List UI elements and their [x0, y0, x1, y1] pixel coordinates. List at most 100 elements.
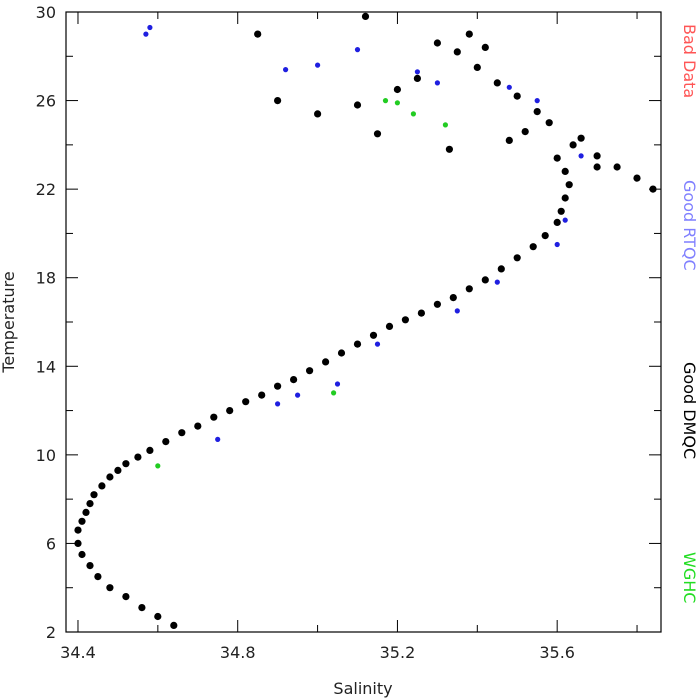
data-point-good-dmqc — [385, 322, 394, 330]
data-point-good-rtqc — [506, 84, 512, 90]
data-point-good-dmqc — [98, 482, 106, 490]
data-point-good-dmqc — [529, 243, 537, 251]
data-point-good-dmqc — [473, 63, 481, 71]
data-point-good-dmqc — [90, 491, 98, 499]
data-point-good-dmqc — [613, 163, 621, 171]
data-point-good-dmqc — [353, 340, 362, 348]
data-point-good-dmqc — [449, 294, 457, 302]
data-point-good-dmqc — [106, 473, 114, 481]
legend-good-dmqc: Good DMQC — [680, 362, 699, 459]
data-point-good-dmqc — [94, 573, 102, 581]
y-tick-label: 26 — [36, 92, 56, 111]
data-point-good-dmqc — [433, 300, 441, 308]
data-point-good-dmqc — [401, 316, 409, 324]
x-tick-label: 34.8 — [220, 643, 256, 662]
data-points — [74, 12, 657, 630]
y-axis-title: Temperature — [0, 271, 18, 373]
y-tick-label: 6 — [46, 534, 56, 553]
data-point-good-dmqc — [194, 422, 202, 430]
data-point-good-rtqc — [283, 67, 289, 73]
data-point-good-dmqc — [505, 136, 513, 144]
data-point-good-dmqc — [254, 30, 262, 38]
data-point-good-dmqc — [577, 134, 585, 142]
data-point-good-dmqc — [541, 232, 549, 240]
x-tick-label: 35.6 — [539, 643, 575, 662]
data-point-good-rtqc — [578, 153, 584, 159]
data-point-wghc — [155, 463, 161, 469]
data-point-good-dmqc — [569, 141, 577, 149]
data-point-good-dmqc — [258, 391, 266, 399]
data-point-good-dmqc — [314, 110, 322, 118]
data-point-good-dmqc — [106, 584, 114, 592]
data-point-good-dmqc — [493, 79, 501, 87]
data-point-good-dmqc — [210, 413, 218, 421]
data-point-good-rtqc — [414, 69, 420, 75]
data-point-good-dmqc — [361, 12, 370, 20]
data-point-good-dmqc — [465, 285, 473, 293]
x-axis-title: Salinity — [333, 679, 392, 698]
data-point-good-dmqc — [78, 517, 86, 525]
data-point-good-rtqc — [147, 24, 153, 31]
data-point-good-dmqc — [553, 154, 561, 162]
data-point-good-dmqc — [86, 500, 94, 508]
data-point-good-dmqc — [82, 508, 90, 516]
data-point-good-rtqc — [562, 217, 568, 223]
data-point-good-dmqc — [162, 438, 170, 446]
data-point-good-dmqc — [393, 85, 401, 94]
legend-bad-data: Bad Data — [680, 24, 699, 98]
data-point-good-dmqc — [306, 367, 314, 375]
data-point-good-rtqc — [354, 47, 361, 53]
data-point-good-rtqc — [275, 401, 281, 407]
data-point-good-dmqc — [593, 152, 601, 160]
data-point-wghc — [442, 122, 448, 128]
legend: Bad Data Good RTQC Good DMQC WGHC — [680, 24, 699, 603]
data-point-good-dmqc — [178, 429, 186, 437]
data-point-good-rtqc — [215, 436, 221, 442]
data-point-good-dmqc — [78, 550, 86, 559]
data-point-good-rtqc — [434, 80, 440, 86]
data-point-good-dmqc — [353, 101, 362, 109]
legend-good-rtqc: Good RTQC — [680, 180, 699, 271]
data-point-good-dmqc — [513, 92, 521, 100]
data-point-wghc — [394, 100, 400, 106]
data-point-good-dmqc — [453, 48, 461, 56]
data-point-wghc — [410, 111, 416, 117]
y-tick-label: 10 — [36, 446, 56, 465]
y-tick-label: 30 — [36, 3, 56, 22]
data-point-good-dmqc — [146, 446, 154, 454]
data-point-good-rtqc — [454, 308, 460, 314]
data-point-good-dmqc — [134, 453, 142, 461]
data-point-good-dmqc — [114, 466, 122, 474]
data-point-good-dmqc — [86, 562, 94, 570]
plot-frame — [65, 11, 662, 633]
data-point-good-dmqc — [557, 207, 565, 215]
data-point-good-dmqc — [337, 349, 346, 357]
data-point-good-dmqc — [565, 181, 573, 189]
data-point-good-dmqc — [561, 167, 569, 175]
data-point-good-dmqc — [369, 331, 378, 339]
data-point-good-dmqc — [274, 97, 282, 105]
data-point-good-dmqc — [413, 74, 421, 82]
data-point-good-dmqc — [417, 309, 425, 317]
data-point-good-dmqc — [465, 30, 473, 38]
data-point-wghc — [331, 390, 337, 396]
data-point-good-dmqc — [633, 174, 641, 182]
data-point-good-dmqc — [154, 612, 162, 621]
data-point-good-dmqc — [322, 358, 330, 366]
data-point-good-rtqc — [143, 31, 149, 37]
data-point-good-dmqc — [553, 218, 561, 226]
data-point-good-dmqc — [242, 398, 250, 406]
x-tick-label: 35.2 — [380, 643, 416, 662]
y-tick-label: 22 — [36, 180, 56, 199]
data-point-good-dmqc — [74, 539, 82, 548]
data-point-good-dmqc — [226, 407, 234, 415]
x-tick-label: 34.4 — [60, 643, 96, 662]
legend-wghc: WGHC — [680, 552, 699, 603]
y-tick-label: 18 — [36, 269, 56, 288]
data-point-good-dmqc — [513, 254, 521, 262]
data-point-good-dmqc — [122, 593, 130, 601]
data-point-good-dmqc — [138, 604, 146, 612]
data-point-good-dmqc — [290, 376, 298, 384]
